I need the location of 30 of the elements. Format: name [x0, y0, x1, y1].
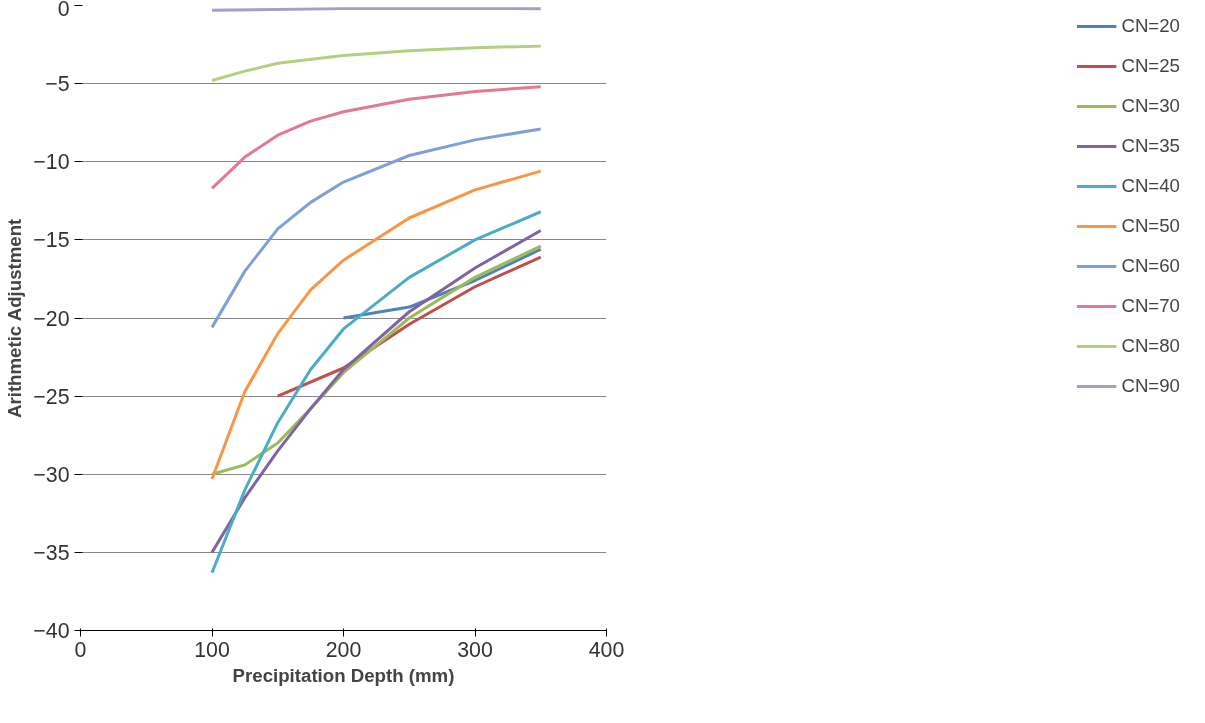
x-tick-label: 100 [194, 637, 230, 662]
legend-label: CN=80 [1121, 335, 1180, 357]
legend-label: CN=50 [1121, 215, 1180, 237]
legend-label: CN=25 [1121, 55, 1180, 77]
legend-label: CN=30 [1121, 95, 1180, 117]
y-tick-label: −40 [33, 619, 70, 643]
legend-label: CN=35 [1121, 135, 1180, 157]
line-series [210, 127, 543, 329]
legend-label: CN=90 [1121, 375, 1180, 397]
line-series [210, 169, 543, 481]
legend-label: CN=60 [1121, 255, 1180, 277]
x-tick-label: 300 [457, 637, 493, 662]
y-tick-label: −35 [33, 540, 70, 565]
legend-label: CN=40 [1121, 175, 1180, 197]
y-tick-label: −20 [33, 306, 70, 331]
line-series [210, 85, 543, 190]
line-series [210, 44, 543, 82]
y-tick-label: −5 [45, 72, 70, 97]
legend-label: CN=70 [1121, 295, 1180, 317]
x-axis-title: Precipitation Depth (mm) [232, 664, 455, 686]
y-tick-label: −15 [33, 228, 70, 253]
y-tick-label: −10 [33, 150, 70, 175]
y-tick-label: −25 [33, 384, 70, 409]
x-tick-label: 0 [74, 637, 87, 662]
x-tick-label: 200 [325, 637, 362, 662]
y-tick-label: 0 [57, 0, 70, 21]
legend-label: CN=20 [1121, 15, 1180, 37]
x-tick-label: 400 [588, 637, 625, 662]
y-axis-title: Arithmetic Adjustment [4, 218, 26, 419]
y-tick-label: −30 [33, 462, 70, 487]
